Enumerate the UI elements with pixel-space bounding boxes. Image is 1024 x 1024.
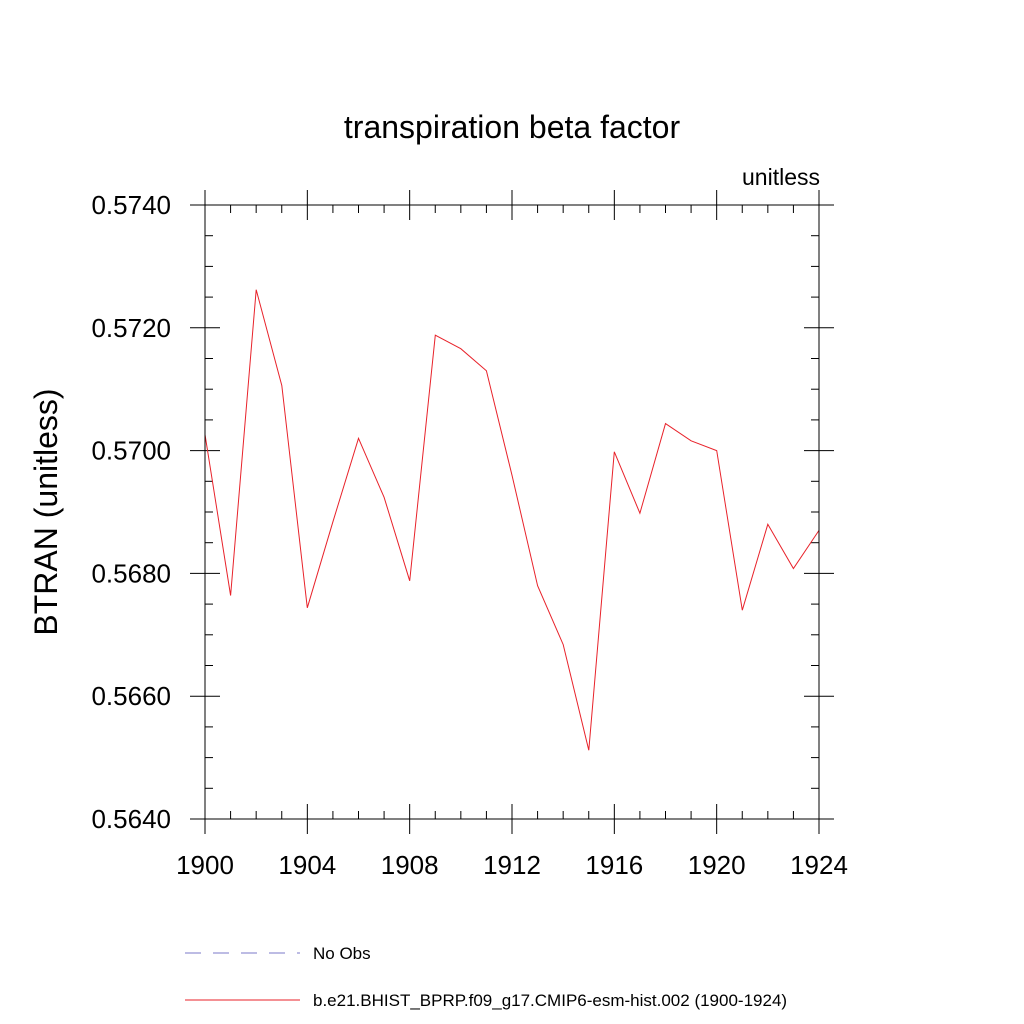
- y-tick-label: 0.5640: [91, 804, 171, 834]
- data-series: [204, 289, 820, 751]
- x-tick-label: 1920: [688, 850, 746, 880]
- y-tick-label: 0.5740: [91, 190, 171, 220]
- tick-marks: [190, 190, 834, 834]
- chart-title: transpiration beta factor: [344, 109, 681, 145]
- units-label: unitless: [742, 164, 820, 190]
- x-tick-label: 1900: [176, 850, 234, 880]
- y-tick-label: 0.5700: [91, 436, 171, 466]
- legend-label-model: b.e21.BHIST_BPRP.f09_g17.CMIP6-esm-hist.…: [313, 991, 787, 1010]
- y-axis-label: BTRAN (unitless): [28, 388, 64, 635]
- legend-label-no-obs: No Obs: [313, 944, 371, 963]
- y-tick-labels: 0.5640 0.5660 0.5680 0.5700 0.5720 0.5740: [91, 190, 171, 834]
- x-tick-label: 1904: [278, 850, 336, 880]
- y-tick-label: 0.5720: [91, 313, 171, 343]
- x-tick-label: 1924: [790, 850, 848, 880]
- y-tick-label: 0.5660: [91, 681, 171, 711]
- y-tick-label: 0.5680: [91, 558, 171, 588]
- x-tick-label: 1912: [483, 850, 541, 880]
- x-tick-label: 1908: [381, 850, 439, 880]
- x-tick-labels: 1900 1904 1908 1912 1916 1920 1924: [176, 850, 848, 880]
- x-tick-label: 1916: [585, 850, 643, 880]
- legend: No Obs b.e21.BHIST_BPRP.f09_g17.CMIP6-es…: [185, 944, 787, 1010]
- plot-frame: [204, 204, 820, 820]
- series-line: [204, 289, 820, 751]
